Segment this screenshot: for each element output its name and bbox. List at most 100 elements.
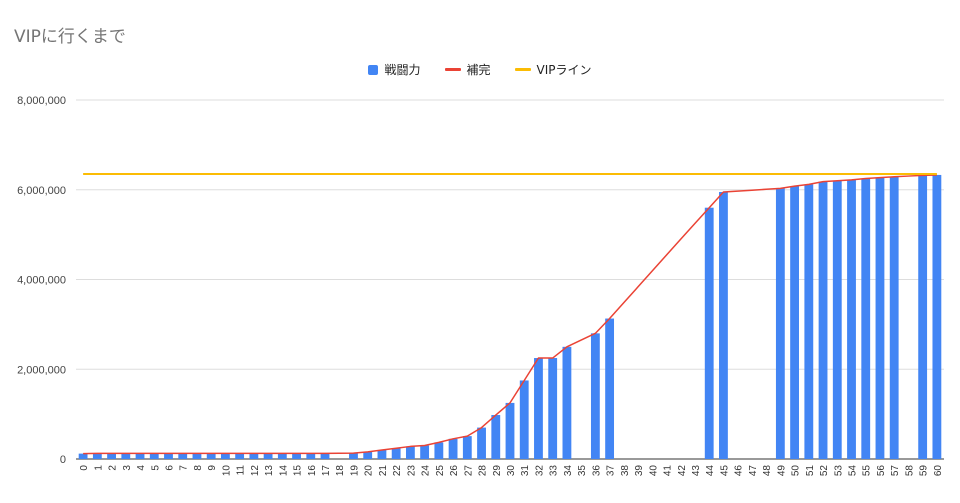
bar[interactable] [149,453,159,459]
x-tick-label: 31 [520,465,531,477]
x-tick-label: 27 [463,465,474,477]
bar[interactable] [349,453,358,459]
bar[interactable] [590,333,600,459]
x-tick-label: 52 [819,465,830,477]
bar[interactable] [178,453,188,459]
x-tick-label: 9 [207,465,218,471]
bar[interactable] [818,181,828,460]
bar[interactable] [462,436,472,459]
x-tick-label: 60 [933,465,944,477]
legend-label-interp: 補完 [466,63,491,77]
bar[interactable] [292,453,301,459]
x-tick-label: 47 [748,465,759,477]
legend-swatch-interp [444,68,461,71]
x-tick-label: 41 [663,465,674,477]
bar[interactable] [391,448,401,459]
bar[interactable] [548,358,558,459]
legend: 戦闘力 補完 VIPライン [0,61,960,78]
bar[interactable] [832,180,842,459]
x-tick-label: 21 [378,465,389,477]
bar[interactable] [918,175,928,459]
bar[interactable] [320,453,330,459]
bar[interactable] [220,453,230,459]
bar[interactable] [363,451,373,459]
x-tick-label: 1 [93,465,104,471]
bar[interactable] [107,453,116,459]
bar[interactable] [562,346,572,459]
x-tick-label: 22 [392,465,403,477]
bar[interactable] [377,450,387,459]
bar[interactable] [847,179,856,459]
x-tick-label: 18 [335,465,346,477]
bar[interactable] [121,453,131,459]
x-tick-label: 43 [691,465,702,477]
x-tick-label: 56 [876,465,887,477]
x-tick-label: 46 [734,465,745,477]
legend-label-vip: VIPライン [536,63,592,77]
bar[interactable] [605,318,615,459]
bar[interactable] [249,453,259,459]
bar[interactable] [704,207,714,459]
legend-item-bar[interactable]: 戦闘力 [368,61,421,78]
bar[interactable] [491,415,501,459]
x-tick-label: 2 [108,465,119,471]
x-tick-label: 50 [791,465,802,477]
x-tick-label: 26 [449,465,460,477]
x-tick-label: 57 [890,465,901,477]
x-tick-label: 32 [534,465,545,477]
x-tick-label: 53 [833,465,844,477]
x-tick-label: 15 [293,465,304,477]
bar[interactable] [775,188,785,459]
bar[interactable] [135,453,145,459]
bar[interactable] [263,453,273,459]
bar[interactable] [92,453,102,459]
interp-line[interactable] [83,174,937,455]
x-tick-label: 23 [406,465,417,477]
bar[interactable] [804,184,814,460]
x-tick-label: 36 [591,465,602,477]
bar[interactable] [719,191,728,459]
x-tick-label: 33 [549,465,560,477]
y-tick-label: 6,000,000 [17,185,66,197]
x-tick-label: 40 [648,465,659,477]
x-tick-label: 34 [563,465,574,477]
x-tick-label: 29 [492,465,503,477]
legend-item-interp[interactable]: 補完 [444,61,491,78]
x-tick-label: 10 [221,465,232,477]
bar[interactable] [932,174,942,459]
legend-item-vip[interactable]: VIPライン [514,61,592,78]
bar[interactable] [875,177,885,460]
bar[interactable] [306,453,316,459]
bar[interactable] [477,427,486,459]
x-tick-label: 49 [776,465,787,477]
x-tick-label: 19 [349,465,360,477]
bar[interactable] [420,445,430,459]
x-tick-label: 16 [307,465,318,477]
x-tick-label: 30 [506,465,517,477]
bar[interactable] [235,453,245,459]
bar[interactable] [164,453,173,459]
bar[interactable] [519,380,529,459]
x-tick-label: 35 [577,465,588,477]
bar[interactable] [790,186,800,459]
bar[interactable] [861,178,871,459]
bar[interactable] [534,358,543,459]
bar[interactable] [448,438,458,459]
bar[interactable] [434,442,444,459]
bar[interactable] [78,453,88,459]
bar[interactable] [405,446,415,459]
x-tick-label: 3 [122,465,133,471]
bar[interactable] [192,453,202,459]
bar[interactable] [889,176,899,459]
bar[interactable] [277,453,287,459]
bar[interactable] [206,453,216,459]
bar[interactable] [505,402,515,459]
y-tick-label: 8,000,000 [17,95,66,107]
x-tick-label: 59 [919,465,930,477]
x-tick-label: 4 [136,465,147,471]
x-tick-label: 38 [620,465,631,477]
chart-title: VIPに行くまで [14,27,126,47]
x-tick-label: 45 [719,465,730,477]
x-tick-label: 24 [421,465,432,477]
